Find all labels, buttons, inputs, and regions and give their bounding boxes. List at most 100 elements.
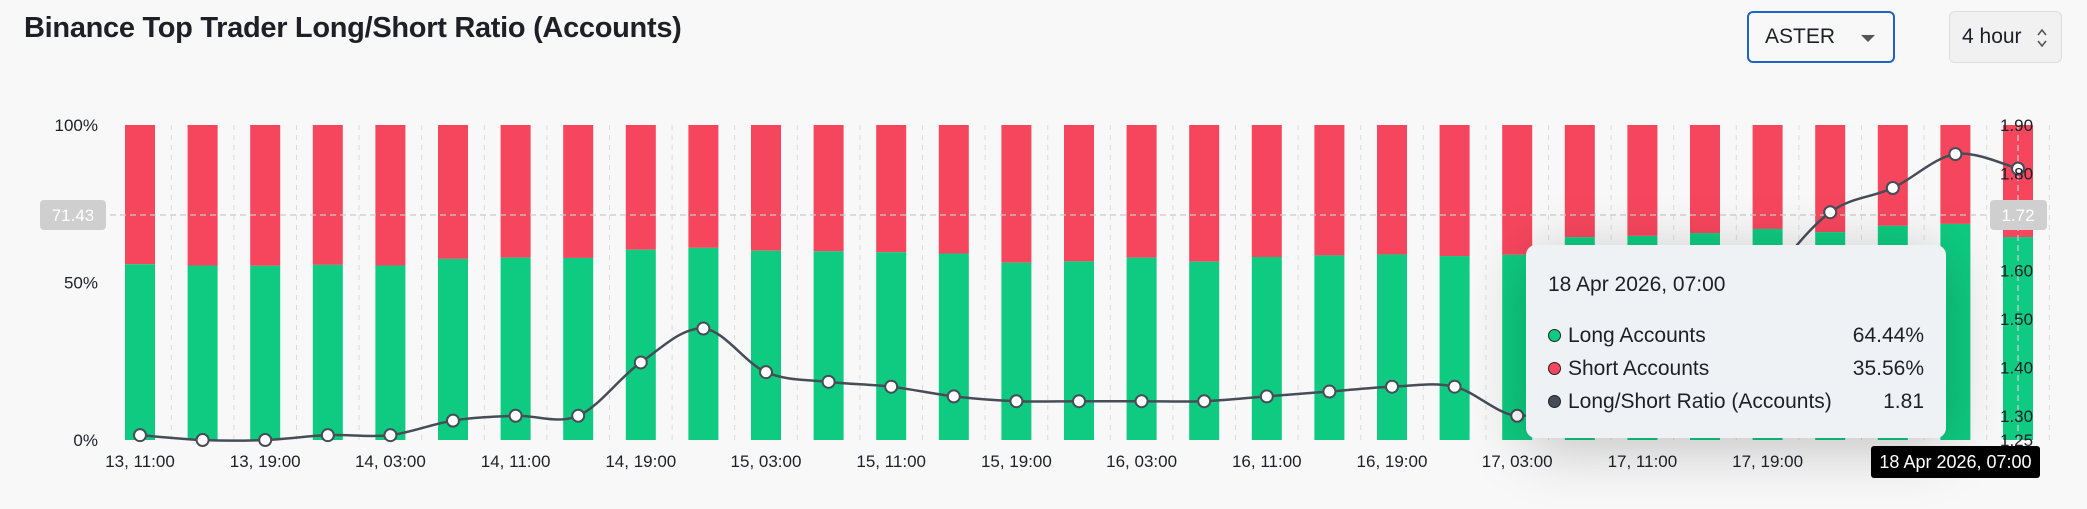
ratio-point xyxy=(1447,379,1462,394)
ratio-point xyxy=(633,355,648,370)
short-bar xyxy=(375,125,406,266)
long-bar xyxy=(625,249,656,440)
right-axis-tick: 1.40 xyxy=(2000,358,2033,377)
chevron-down-icon xyxy=(1861,35,1875,42)
short-bar xyxy=(1064,125,1094,262)
short-bar xyxy=(1189,125,1220,262)
right-axis-tick: 1.30 xyxy=(2000,407,2033,426)
short-bar xyxy=(751,125,781,251)
ratio-point xyxy=(1197,394,1212,409)
short-bar xyxy=(1001,125,1032,263)
crosshair-right-badge xyxy=(1990,199,2047,230)
short-bar xyxy=(438,125,468,259)
crosshair-left-value: 71.43 xyxy=(52,206,95,225)
x-axis-tick: 17, 11:00 xyxy=(1608,452,1678,471)
tooltip-row-long: Long Accounts 64.44% xyxy=(1548,319,1924,352)
ratio-point xyxy=(696,321,711,336)
short-bar xyxy=(250,125,281,266)
x-axis-tick: 16, 19:00 xyxy=(1357,452,1428,471)
long-bar xyxy=(1064,261,1094,440)
short-bar xyxy=(1126,125,1157,258)
ratio-point xyxy=(446,413,460,428)
ratio-point xyxy=(1009,394,1024,409)
long-bar xyxy=(813,251,844,440)
short-bar xyxy=(563,125,594,258)
page-title: Binance Top Trader Long/Short Ratio (Acc… xyxy=(24,12,682,44)
short-bar xyxy=(1877,125,1908,226)
ratio-point xyxy=(320,428,335,443)
long-bar xyxy=(375,265,406,440)
sort-updown-icon xyxy=(2037,28,2047,48)
tooltip-value: 1.81 xyxy=(1883,389,1924,413)
ratio-point xyxy=(821,374,836,389)
ratio-point xyxy=(1510,408,1525,423)
short-bar xyxy=(1752,125,1783,229)
short-bar xyxy=(1377,125,1407,255)
ratio-point xyxy=(133,428,147,443)
long-bar xyxy=(312,264,343,440)
long-bar xyxy=(1189,261,1220,440)
long-bar xyxy=(1377,254,1407,440)
x-axis-tick: 15, 03:00 xyxy=(731,452,802,471)
right-axis-tick: 1.25 xyxy=(2000,431,2033,450)
crosshair-right-value: 1.72 xyxy=(2001,206,2034,225)
tooltip-label: Long/Short Ratio (Accounts) xyxy=(1568,389,1832,413)
short-bar xyxy=(187,125,218,266)
left-axis-tick: 0% xyxy=(73,431,98,450)
x-axis-tick: 17, 03:00 xyxy=(1482,452,1553,471)
crosshair-x-label: 18 Apr 2026, 07:00 xyxy=(1871,446,2040,478)
ratio-point xyxy=(1322,384,1337,399)
short-bar xyxy=(1564,125,1595,238)
period-select[interactable]: 4 hour xyxy=(1949,11,2062,63)
tooltip-time: 18 Apr 2026, 07:00 xyxy=(1548,273,1726,296)
short-bar xyxy=(938,125,969,254)
short-bar xyxy=(813,125,844,252)
tooltip-label: Long Accounts xyxy=(1568,323,1706,347)
right-axis-tick: 1.90 xyxy=(2000,116,2033,135)
long-legend-dot xyxy=(1548,329,1561,342)
short-bar xyxy=(1627,125,1658,236)
long-bar xyxy=(751,250,781,440)
ratio-legend-dot xyxy=(1548,395,1561,408)
symbol-select[interactable]: ASTER xyxy=(1747,11,1895,63)
short-bar xyxy=(625,125,656,250)
x-axis-tick: 14, 03:00 xyxy=(355,452,426,471)
tooltip-row-ratio: Long/Short Ratio (Accounts) 1.81 xyxy=(1548,385,1924,418)
right-axis-tick: 1.80 xyxy=(2000,164,2033,183)
short-bar xyxy=(125,125,155,265)
long-bar xyxy=(1314,255,1345,440)
crosshair-left-badge xyxy=(40,199,106,230)
short-bar xyxy=(1314,125,1345,256)
right-axis-tick: 1.50 xyxy=(2000,310,2033,329)
tooltip-value: 64.44% xyxy=(1852,323,1924,347)
ratio-point xyxy=(571,408,586,423)
x-axis-tick: 13, 11:00 xyxy=(105,452,175,471)
ratio-point xyxy=(1385,379,1399,394)
short-bar xyxy=(1439,125,1470,257)
period-select-value: 4 hour xyxy=(1962,25,2022,48)
ratio-point xyxy=(1948,147,1963,162)
left-axis-tick: 50% xyxy=(64,274,98,293)
ratio-point xyxy=(508,408,523,423)
short-bar xyxy=(500,125,531,258)
short-bar xyxy=(1251,125,1282,257)
short-bar xyxy=(1940,125,1971,224)
long-bar xyxy=(1001,262,1032,440)
x-axis-tick: 13, 19:00 xyxy=(230,452,301,471)
short-bar xyxy=(876,125,907,253)
ratio-point xyxy=(759,365,773,380)
long-bar xyxy=(438,258,468,440)
long-bar xyxy=(1126,257,1157,440)
short-bar xyxy=(688,125,719,248)
ratio-point xyxy=(2011,161,2025,176)
short-legend-dot xyxy=(1548,362,1561,375)
long-bar xyxy=(125,264,155,440)
ratio-point xyxy=(884,379,899,394)
tooltip-value: 35.56% xyxy=(1852,356,1924,380)
right-axis-tick: 1.60 xyxy=(2000,261,2033,280)
tooltip-row-short: Short Accounts 35.56% xyxy=(1548,352,1924,385)
chart-tooltip: 18 Apr 2026, 07:00 Long Accounts 64.44% … xyxy=(1526,245,1946,438)
ratio-point xyxy=(1072,394,1086,409)
symbol-select-value: ASTER xyxy=(1765,25,1836,48)
x-axis-tick: 16, 03:00 xyxy=(1106,452,1177,471)
